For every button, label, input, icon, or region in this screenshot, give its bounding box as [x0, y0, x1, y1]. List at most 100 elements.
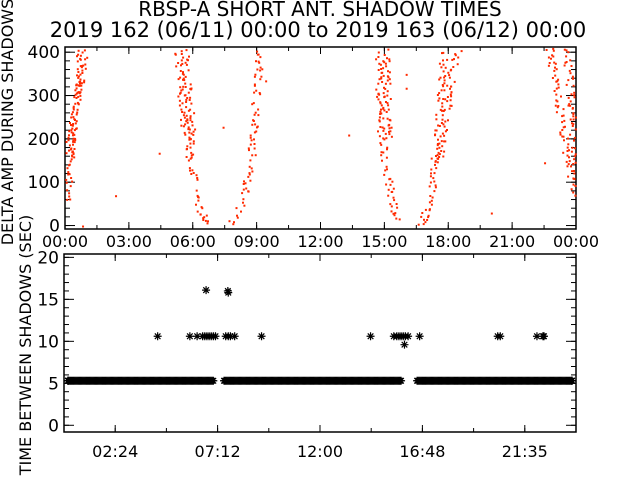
- data-point: [205, 214, 208, 217]
- data-point: [248, 165, 251, 168]
- data-point: [187, 69, 190, 72]
- data-point: [70, 116, 73, 119]
- data-point: [82, 225, 85, 228]
- data-point: [187, 109, 190, 112]
- data-point: [450, 104, 453, 107]
- data-point: [547, 64, 550, 67]
- data-point: [436, 143, 439, 145]
- data-point: [453, 80, 456, 83]
- data-point: [79, 54, 82, 57]
- data-point: [250, 139, 253, 142]
- data-point: [72, 108, 75, 111]
- data-point: [248, 172, 251, 175]
- data-point: [545, 49, 548, 51]
- data-point: [440, 150, 443, 152]
- data-point: [574, 161, 577, 164]
- data-point: [378, 116, 381, 119]
- data-point: [189, 117, 192, 119]
- data-point: [404, 332, 413, 341]
- data-point: [71, 180, 74, 183]
- data-point: [80, 66, 83, 69]
- data-point: [441, 84, 444, 86]
- data-point: [77, 71, 80, 73]
- data-point: [68, 149, 70, 152]
- data-point: [258, 92, 261, 94]
- data-point: [68, 163, 71, 166]
- data-point: [67, 173, 70, 176]
- data-point: [192, 140, 195, 143]
- data-point: [72, 105, 75, 108]
- data-point: [452, 66, 455, 68]
- data-point: [572, 112, 575, 115]
- data-point: [65, 141, 68, 143]
- data-point: [184, 82, 187, 85]
- data-point: [572, 77, 574, 80]
- data-point: [248, 173, 251, 176]
- data-point: [73, 96, 76, 99]
- data-point: [189, 169, 191, 172]
- data-point: [434, 129, 437, 132]
- data-point: [380, 143, 383, 146]
- data-point: [386, 94, 389, 97]
- data-point: [255, 130, 258, 133]
- data-point: [72, 134, 74, 137]
- data-point: [248, 149, 250, 152]
- data-point: [574, 185, 577, 187]
- data-point: [441, 109, 443, 112]
- data-point: [433, 190, 436, 193]
- data-point: [196, 177, 199, 179]
- data-point: [377, 98, 380, 101]
- data-point: [182, 77, 185, 80]
- data-point: [193, 112, 196, 115]
- x-tick-label: 21:00: [489, 232, 535, 251]
- chart-subtitle: 2019 162 (06/11) 00:00 to 2019 163 (06/1…: [50, 18, 586, 42]
- data-point: [434, 163, 436, 166]
- data-point: [180, 53, 183, 55]
- data-point: [378, 120, 381, 123]
- data-point: [490, 212, 493, 215]
- top-y-axis-label: DELTA AMP DURING SHADOWS: [0, 0, 17, 245]
- data-point: [428, 201, 431, 204]
- data-point: [177, 78, 180, 81]
- data-point: [250, 167, 253, 170]
- data-point: [439, 76, 442, 79]
- data-point: [196, 210, 199, 213]
- data-point: [174, 53, 177, 56]
- data-point: [433, 180, 436, 183]
- data-point: [84, 67, 87, 70]
- data-point: [417, 223, 420, 226]
- data-point: [253, 147, 256, 150]
- data-point: [557, 78, 560, 81]
- data-point: [441, 52, 443, 55]
- data-point: [378, 62, 381, 65]
- data-point: [382, 67, 385, 70]
- data-point: [256, 68, 259, 71]
- data-point: [561, 115, 564, 118]
- data-point: [257, 108, 260, 111]
- data-point: [189, 87, 192, 90]
- data-point: [441, 114, 444, 117]
- data-point: [222, 126, 225, 129]
- data-point: [242, 188, 245, 191]
- data-point: [74, 139, 77, 142]
- data-point: [385, 165, 388, 168]
- data-point: [386, 168, 388, 171]
- data-point: [254, 73, 257, 76]
- data-point: [75, 92, 78, 95]
- data-point: [437, 138, 439, 141]
- data-point: [77, 76, 80, 79]
- data-point: [232, 223, 235, 226]
- data-point: [565, 83, 568, 86]
- data-point: [226, 332, 235, 341]
- data-point: [182, 71, 184, 74]
- data-point: [190, 156, 193, 159]
- data-point: [72, 140, 75, 143]
- data-point: [76, 60, 79, 63]
- data-point: [569, 72, 572, 75]
- data-point: [185, 49, 188, 52]
- data-point: [573, 96, 576, 99]
- data-point: [66, 189, 69, 192]
- data-point: [392, 187, 395, 190]
- data-point: [438, 97, 441, 100]
- data-point: [436, 161, 439, 164]
